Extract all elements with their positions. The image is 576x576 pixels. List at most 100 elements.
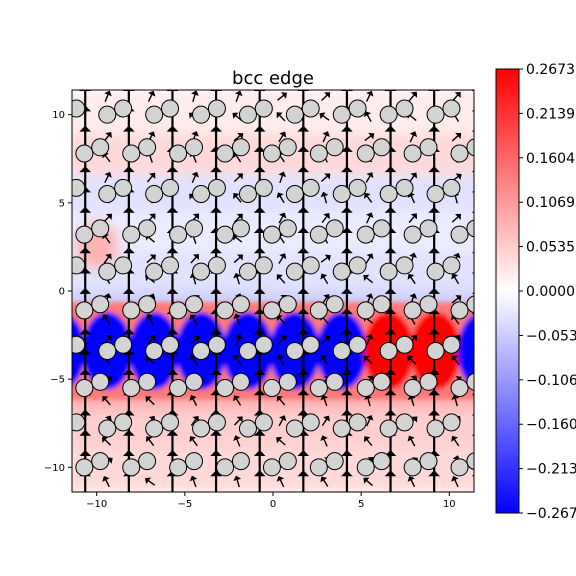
arrow (189, 335, 200, 345)
arrow (320, 191, 329, 204)
atom (231, 138, 250, 157)
arrow (253, 450, 266, 473)
atom (216, 225, 235, 244)
atom (75, 144, 94, 163)
chart-title: bcc edge (232, 68, 314, 89)
arrow (407, 476, 416, 488)
arrow (320, 273, 329, 285)
atom (395, 335, 414, 354)
atom (403, 458, 422, 477)
arrow (277, 92, 288, 101)
arrow (189, 314, 198, 325)
arrow (79, 348, 92, 371)
atom (419, 138, 438, 157)
arrow (297, 450, 310, 473)
atom (419, 219, 438, 238)
atom (192, 341, 211, 360)
arrow (471, 210, 474, 213)
atom (278, 219, 297, 238)
arrow (253, 226, 266, 249)
atom (379, 262, 398, 281)
arrow (233, 395, 242, 406)
atom (216, 301, 235, 320)
arrow (233, 173, 243, 183)
atom (426, 341, 445, 360)
arrow (276, 192, 285, 204)
arrow (102, 314, 111, 325)
arrow (297, 287, 310, 310)
atom (238, 341, 257, 360)
atom (356, 301, 375, 320)
arrow (253, 429, 266, 452)
atom (379, 419, 398, 438)
atom (138, 138, 157, 157)
arrow (276, 274, 286, 284)
arrow (210, 125, 222, 148)
arrow (471, 413, 474, 416)
atom (426, 105, 445, 124)
arrow (233, 213, 243, 223)
arrow (297, 368, 310, 391)
arrow (365, 172, 374, 183)
y-axis: 10 5 0 −5 −10 (44, 110, 72, 474)
atom (75, 458, 94, 477)
arrow (145, 396, 155, 406)
arrow (145, 436, 155, 447)
atom (332, 419, 351, 438)
atom (285, 419, 304, 438)
arrow (471, 129, 474, 132)
atom (207, 256, 226, 275)
atom (545, 302, 562, 319)
arrow (79, 409, 92, 432)
arrow (233, 254, 244, 264)
atom (29, 302, 46, 319)
arrow (451, 354, 460, 366)
arrow (297, 470, 310, 492)
arrow (276, 475, 285, 488)
atom (301, 99, 320, 118)
atom (161, 413, 180, 432)
arrow (320, 173, 331, 183)
atom (568, 263, 576, 280)
atom-lattice (29, 99, 576, 477)
colorbar: 0.2673 0.2139 0.1604 0.1069 0.0535 0.0000 −0.0… (495, 62, 576, 522)
atom (262, 458, 281, 477)
arrow (146, 335, 156, 345)
atom (356, 225, 375, 244)
atom (122, 378, 141, 397)
atom (91, 138, 110, 157)
atom (301, 256, 320, 275)
arrow (297, 145, 310, 168)
atom (98, 341, 117, 360)
arrow (451, 132, 462, 142)
atom (301, 335, 320, 354)
arrow (408, 172, 418, 183)
x-axis: −10 −5 0 5 10 (86, 492, 456, 510)
arrow (278, 131, 287, 143)
arrow (365, 415, 374, 427)
atom (72, 413, 86, 432)
arrow (471, 109, 474, 112)
colorbar-tick-label: −0.2673 (526, 506, 576, 522)
atom (52, 342, 69, 359)
arrow (233, 416, 243, 426)
atom (254, 335, 273, 354)
arrow (363, 355, 373, 365)
colorbar-tick-label: 0.0535 (526, 240, 575, 256)
arrow (384, 389, 397, 412)
atom (52, 420, 69, 437)
arrow (471, 190, 474, 193)
arrow (233, 313, 241, 326)
atom (450, 301, 469, 320)
arrow (319, 112, 330, 121)
arrow (278, 212, 287, 224)
arrow (297, 206, 310, 229)
arrow (321, 213, 330, 224)
x-tick-label: −10 (86, 499, 107, 510)
arrow (253, 308, 266, 331)
plot-area (29, 90, 576, 492)
atom (72, 99, 86, 118)
atom (309, 301, 328, 320)
y-tick-label: −5 (50, 375, 65, 386)
atom (114, 99, 133, 118)
